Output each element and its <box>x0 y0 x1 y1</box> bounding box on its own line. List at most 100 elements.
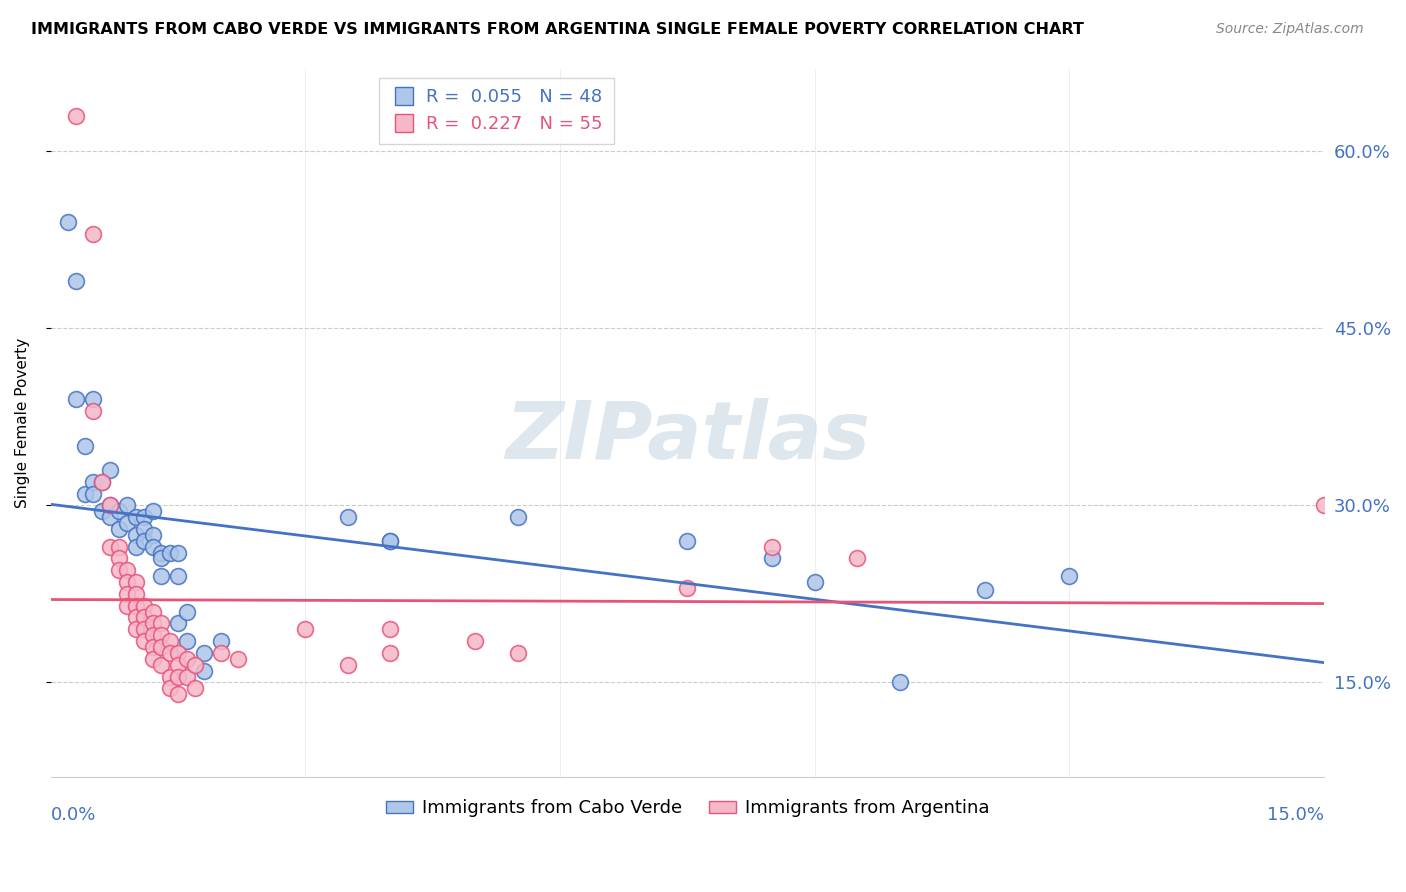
Point <box>107 563 129 577</box>
Point <box>167 569 190 583</box>
Point <box>226 652 249 666</box>
Point <box>804 575 827 590</box>
Point <box>65 274 87 288</box>
Point <box>65 109 87 123</box>
Point <box>176 669 198 683</box>
Text: 0.0%: 0.0% <box>51 806 96 824</box>
Point <box>125 528 148 542</box>
Point <box>115 575 138 590</box>
Point <box>142 640 165 654</box>
Point <box>336 657 359 672</box>
Point <box>1313 499 1336 513</box>
Point <box>134 522 156 536</box>
Point <box>159 646 181 660</box>
Point <box>380 646 402 660</box>
Point <box>159 681 181 696</box>
Point <box>82 486 104 500</box>
Point <box>294 622 316 636</box>
Point <box>90 475 112 489</box>
Point <box>150 640 173 654</box>
Point <box>167 545 190 559</box>
Point <box>176 634 198 648</box>
Point <box>846 551 869 566</box>
Point <box>107 504 129 518</box>
Point <box>115 587 138 601</box>
Point <box>115 516 138 530</box>
Point <box>65 392 87 406</box>
Point <box>176 605 198 619</box>
Point <box>159 545 181 559</box>
Point <box>761 540 783 554</box>
Point <box>98 499 121 513</box>
Point <box>107 551 129 566</box>
Point <box>125 587 148 601</box>
Point <box>115 499 138 513</box>
Point <box>506 510 529 524</box>
Point <box>167 669 190 683</box>
Point <box>184 657 207 672</box>
Point <box>1059 569 1081 583</box>
Point <box>98 540 121 554</box>
Point <box>150 628 173 642</box>
Text: 15.0%: 15.0% <box>1267 806 1324 824</box>
Point <box>142 504 165 518</box>
Point <box>125 610 148 624</box>
Point <box>98 463 121 477</box>
Point <box>125 510 148 524</box>
Point <box>336 510 359 524</box>
Point <box>167 687 190 701</box>
Point <box>676 581 699 595</box>
Point <box>150 545 173 559</box>
Point <box>209 646 232 660</box>
Point <box>107 522 129 536</box>
Point <box>150 616 173 631</box>
Point <box>56 215 79 229</box>
Point <box>134 610 156 624</box>
Point <box>142 540 165 554</box>
Text: ZIPatlas: ZIPatlas <box>505 398 870 475</box>
Point <box>142 605 165 619</box>
Point <box>125 540 148 554</box>
Point <box>125 599 148 613</box>
Point <box>380 622 402 636</box>
Point <box>142 628 165 642</box>
Point <box>150 657 173 672</box>
Point <box>90 504 112 518</box>
Legend: Immigrants from Cabo Verde, Immigrants from Argentina: Immigrants from Cabo Verde, Immigrants f… <box>378 792 997 824</box>
Point <box>142 528 165 542</box>
Point <box>73 439 96 453</box>
Point <box>73 486 96 500</box>
Point <box>380 533 402 548</box>
Point <box>209 634 232 648</box>
Point <box>761 551 783 566</box>
Point <box>82 404 104 418</box>
Point <box>134 634 156 648</box>
Y-axis label: Single Female Poverty: Single Female Poverty <box>15 337 30 508</box>
Point <box>506 646 529 660</box>
Point <box>676 533 699 548</box>
Point <box>889 675 911 690</box>
Point <box>184 681 207 696</box>
Point <box>82 475 104 489</box>
Point <box>142 652 165 666</box>
Point <box>82 392 104 406</box>
Point <box>90 475 112 489</box>
Point <box>134 510 156 524</box>
Point <box>107 540 129 554</box>
Point <box>176 652 198 666</box>
Point <box>464 634 486 648</box>
Text: Source: ZipAtlas.com: Source: ZipAtlas.com <box>1216 22 1364 37</box>
Point <box>142 616 165 631</box>
Point <box>134 599 156 613</box>
Text: IMMIGRANTS FROM CABO VERDE VS IMMIGRANTS FROM ARGENTINA SINGLE FEMALE POVERTY CO: IMMIGRANTS FROM CABO VERDE VS IMMIGRANTS… <box>31 22 1084 37</box>
Point <box>193 646 215 660</box>
Point <box>150 569 173 583</box>
Point <box>167 646 190 660</box>
Point <box>82 227 104 241</box>
Point <box>973 583 995 598</box>
Point <box>125 575 148 590</box>
Point <box>380 533 402 548</box>
Point <box>159 669 181 683</box>
Point <box>98 510 121 524</box>
Point <box>134 622 156 636</box>
